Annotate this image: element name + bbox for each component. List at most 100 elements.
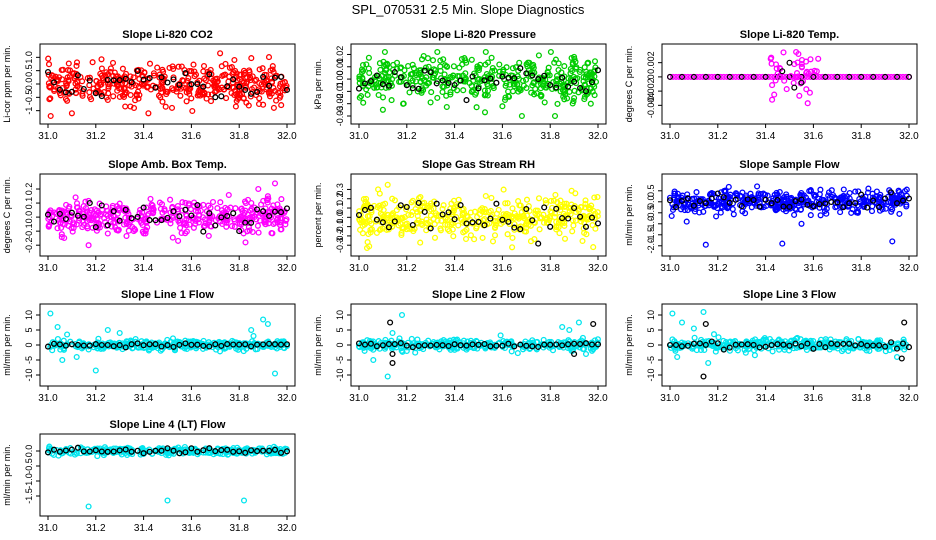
data-point [482, 48, 489, 56]
data-point [842, 197, 849, 204]
data-point [242, 447, 249, 454]
data-point [128, 341, 135, 348]
data-point [218, 342, 225, 349]
y-tick-label: -0.004 [646, 93, 656, 119]
data-point [865, 185, 872, 192]
data-point [445, 342, 452, 350]
data-point [574, 75, 581, 82]
data-point [702, 241, 709, 248]
data-point [452, 204, 459, 211]
data-point [502, 212, 509, 219]
data-point [96, 80, 103, 87]
data-point [196, 87, 203, 94]
data-point [230, 84, 237, 91]
data-point [459, 61, 466, 68]
plot-frame [661, 173, 918, 257]
data-point [535, 210, 543, 217]
x-tick-label: 31.4 [445, 393, 465, 404]
data-point [103, 69, 110, 76]
data-point [355, 211, 363, 219]
data-point [547, 48, 554, 56]
data-point [794, 59, 801, 66]
data-point [433, 341, 440, 348]
data-point [566, 88, 573, 95]
data-point [678, 73, 685, 80]
data-point [672, 204, 680, 211]
data-point [792, 340, 799, 347]
data-point [450, 233, 457, 240]
data-point [477, 61, 484, 68]
data-point [769, 96, 776, 103]
data-point [536, 226, 543, 233]
data-point [44, 211, 52, 218]
data-point [554, 199, 561, 206]
data-point [868, 208, 876, 215]
data-point [674, 195, 681, 202]
data-point [889, 206, 896, 213]
data-point [236, 228, 243, 235]
data-point [373, 343, 380, 350]
data-point [505, 74, 512, 81]
data-point [489, 68, 496, 75]
x-tick-label: 32.0 [277, 393, 297, 404]
panel-line3: Slope Line 3 Flow ml/min per min. 31.0 31.2… [624, 289, 919, 404]
data-point [361, 221, 368, 228]
data-point [524, 59, 532, 66]
data-point [122, 103, 129, 110]
data-point [870, 197, 877, 204]
data-point [389, 195, 396, 202]
data-point [855, 203, 862, 210]
data-point [744, 196, 751, 203]
data-point [265, 54, 273, 61]
data-point [863, 197, 870, 204]
data-point [837, 73, 844, 80]
data-point [852, 73, 859, 80]
data-point [750, 196, 757, 204]
data-point [744, 341, 751, 348]
data-point [870, 342, 877, 349]
data-point [242, 86, 249, 93]
data-point [823, 210, 830, 217]
data-point [283, 86, 291, 93]
data-point [422, 64, 429, 71]
data-point [708, 195, 715, 202]
x-tick-label: 31.4 [756, 393, 776, 404]
data-point [547, 223, 554, 230]
x-tick-label: 31.8 [540, 131, 560, 142]
data-point [146, 60, 154, 67]
data-point [553, 341, 560, 348]
data-point [812, 192, 819, 199]
data-point [271, 87, 279, 94]
data-point [387, 319, 394, 326]
data-point [216, 348, 224, 355]
data-point [89, 59, 96, 66]
data-point [58, 231, 65, 238]
data-point [762, 343, 769, 350]
data-point [134, 340, 141, 347]
data-point [98, 65, 105, 72]
data-point [535, 81, 542, 89]
data-point [230, 448, 237, 455]
data-point [434, 94, 441, 101]
data-point [541, 72, 548, 79]
data-point [800, 192, 807, 199]
data-point [188, 81, 195, 88]
data-point [840, 73, 847, 80]
data-point [194, 448, 201, 455]
x-tick-label: 31.4 [756, 263, 776, 274]
data-point [70, 224, 77, 232]
data-point [588, 79, 596, 86]
data-point [523, 70, 530, 77]
data-point [243, 78, 251, 85]
data-point [873, 73, 880, 80]
data-point [462, 57, 469, 64]
data-point [236, 83, 243, 90]
data-point [864, 73, 871, 80]
data-point [178, 229, 185, 237]
data-point [544, 69, 551, 76]
data-point [553, 72, 561, 79]
data-point [732, 73, 739, 80]
data-point [158, 343, 165, 350]
data-point [361, 206, 369, 213]
data-point [678, 319, 686, 326]
